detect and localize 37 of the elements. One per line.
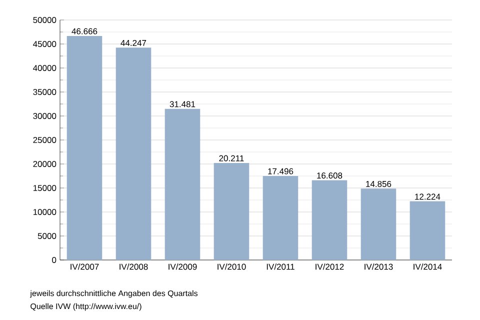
- data-label: 31.481: [170, 101, 196, 108]
- data-label: 12.224: [415, 194, 440, 200]
- data-label: 46.666: [72, 28, 98, 34]
- bar: [116, 48, 152, 260]
- x-tick-label: IV/2012: [316, 264, 344, 270]
- y-tick-label: 30000: [33, 112, 56, 119]
- y-tick-label: 15000: [33, 184, 56, 191]
- x-tick-label: IV/2011: [266, 264, 294, 270]
- x-tick-label: IV/2008: [120, 264, 148, 270]
- data-label: 20.211: [219, 155, 244, 162]
- x-tick-label: IV/2007: [70, 264, 99, 270]
- y-tick-label: 25000: [33, 136, 56, 143]
- y-tick-label: 10000: [33, 208, 56, 215]
- y-tick-label: 35000: [33, 88, 56, 95]
- bar: [66, 36, 102, 260]
- bar: [410, 201, 446, 260]
- bar: [214, 162, 250, 260]
- bar: [262, 176, 298, 260]
- bar: [164, 108, 200, 260]
- data-label: 16.608: [317, 172, 342, 179]
- x-tick-label: IV/2013: [364, 264, 393, 270]
- y-tick-label: 0: [52, 256, 56, 263]
- y-tick-label: 50000: [33, 16, 56, 23]
- x-tick-label: IV/2010: [218, 264, 246, 270]
- y-tick-label: 20000: [33, 160, 56, 167]
- data-label: 14.856: [366, 180, 392, 187]
- source-note: Quelle IVW (http://www.ivw.eu/): [30, 303, 142, 311]
- data-label: 17.496: [268, 168, 294, 174]
- bar: [360, 188, 396, 260]
- text: jeweils durchschnittliche Angaben des Quartals: [30, 290, 198, 298]
- x-tick-label: IV/2009: [168, 264, 197, 270]
- x-tick-label: IV/2014: [414, 264, 442, 270]
- y-tick-label: 45000: [33, 40, 56, 47]
- bar: [312, 180, 348, 260]
- y-tick-label: 5000: [38, 232, 56, 239]
- data-label: 44.247: [120, 40, 146, 46]
- y-tick-label: 40000: [33, 64, 56, 71]
